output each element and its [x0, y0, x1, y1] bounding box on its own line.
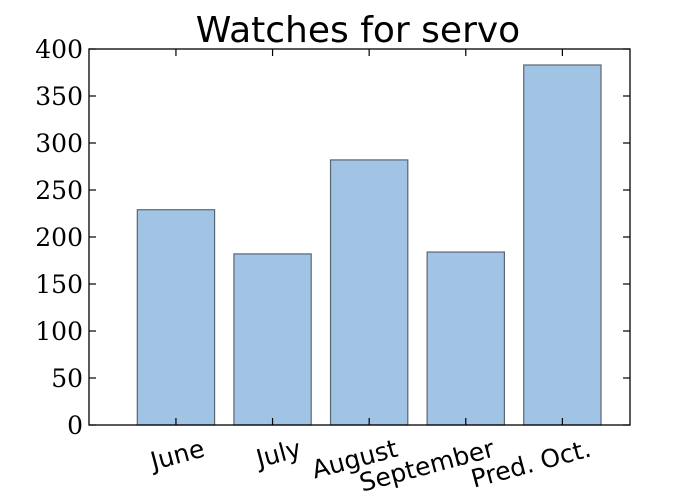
axis-ticks — [89, 48, 630, 426]
bar-pred-oct — [523, 64, 602, 426]
y-tick-label: 100 — [35, 317, 83, 346]
y-tick-label: 350 — [35, 82, 83, 111]
y-tick-label: 300 — [35, 129, 83, 158]
y-tick-label: 0 — [67, 411, 83, 440]
x-tick-label: June — [145, 434, 207, 477]
bar-september — [426, 251, 506, 426]
y-tick-label: 400 — [35, 35, 83, 64]
bar-june — [136, 209, 216, 426]
y-tick-label: 250 — [35, 176, 83, 205]
y-tick-label: 150 — [35, 270, 83, 299]
y-tick-label: 200 — [35, 223, 83, 252]
chart-title: Watches for servo — [196, 10, 520, 51]
bar-july — [233, 253, 312, 426]
plot-area — [136, 64, 602, 426]
bar-august — [329, 159, 409, 426]
y-tick-label: 50 — [51, 364, 83, 393]
x-tick-label: July — [251, 434, 304, 474]
